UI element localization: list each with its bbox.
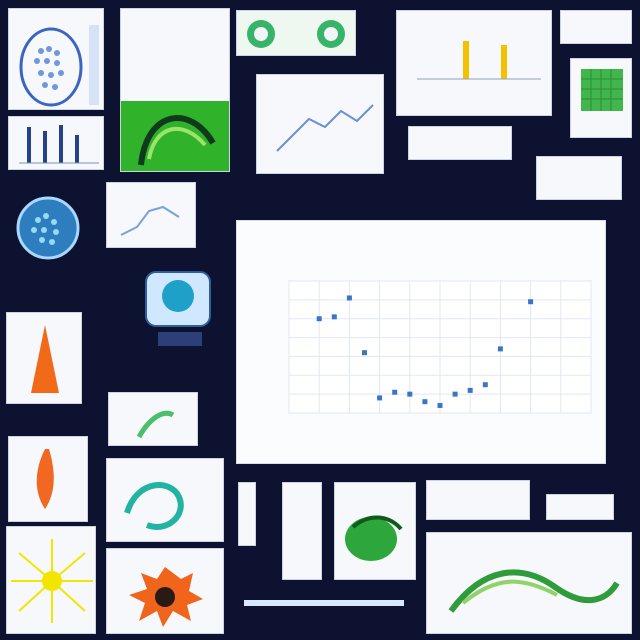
lab-equipment-card: [236, 10, 356, 56]
green-panel-graphic: [121, 101, 229, 171]
green-vines-graphic: [448, 569, 620, 613]
bottom-bar-card: [236, 592, 412, 614]
device-card: [140, 258, 218, 362]
top-left-bar-card: [8, 116, 104, 170]
orange-cell-graphic: [129, 567, 203, 627]
teal-structure-graphic: [124, 482, 184, 530]
small-line-chart-card: [106, 182, 196, 248]
sunburst-card: [6, 526, 96, 634]
heatmap-illustration: [19, 25, 99, 107]
petri-dish-card: [8, 194, 96, 264]
top-left-heatmap-card: [8, 8, 104, 110]
main-scatter-chart-card: [236, 220, 606, 464]
green-organism-graphic: [345, 515, 403, 561]
scatter-point: [407, 391, 413, 397]
right-tag-card: [536, 156, 622, 200]
scatter-point: [482, 382, 488, 388]
small-line-chart: [120, 205, 180, 236]
scatter-point: [497, 346, 503, 352]
scatter-point: [331, 314, 337, 320]
lab-equipment-graphic: [247, 20, 345, 48]
scatter-point: [362, 350, 367, 356]
narrow-card-2: [282, 482, 322, 580]
scatter-point: [346, 295, 352, 301]
green-specimen-graphic: [136, 410, 175, 439]
scatter-point: [437, 402, 443, 408]
petri-dish-graphic: [16, 196, 80, 260]
top-middle-line-chart: [276, 104, 374, 152]
mini-bar-chart: [19, 125, 99, 164]
scatter-point: [422, 399, 428, 405]
vase-card: [8, 436, 88, 522]
top-right-chart-graphic: [417, 41, 541, 80]
scatter-point: [452, 391, 458, 397]
main-scatter-plot: [288, 280, 592, 414]
orange-specimen-graphic: [31, 325, 59, 393]
label-card-1: [426, 480, 530, 520]
bottom-bar-graphic: [244, 600, 404, 606]
teal-structure-card: [106, 458, 224, 542]
top-right-grid-card: [570, 58, 632, 138]
device-graphic: [145, 271, 211, 346]
scatter-point: [316, 316, 322, 322]
orange-cell-card: [106, 548, 224, 634]
scatter-point: [467, 387, 473, 393]
vase-graphic: [36, 449, 54, 509]
top-right-chart-card: [396, 10, 552, 116]
green-panel-card: [120, 8, 230, 172]
sunburst-graphic: [11, 539, 93, 623]
top-right-small-card-1: [560, 10, 632, 44]
green-vines-card: [426, 532, 632, 634]
green-organism-card: [334, 482, 416, 580]
top-middle-chart-card: [256, 74, 384, 174]
scatter-point: [528, 299, 534, 305]
narrow-card-1: [238, 482, 256, 546]
grid-heatmap: [581, 69, 623, 111]
green-specimen-card: [108, 392, 198, 446]
label-card-2: [546, 494, 614, 520]
orange-specimen-card: [6, 312, 82, 404]
scatter-point: [377, 395, 383, 401]
scatter-point: [392, 389, 398, 395]
mid-right-diagram-card: [408, 126, 512, 160]
